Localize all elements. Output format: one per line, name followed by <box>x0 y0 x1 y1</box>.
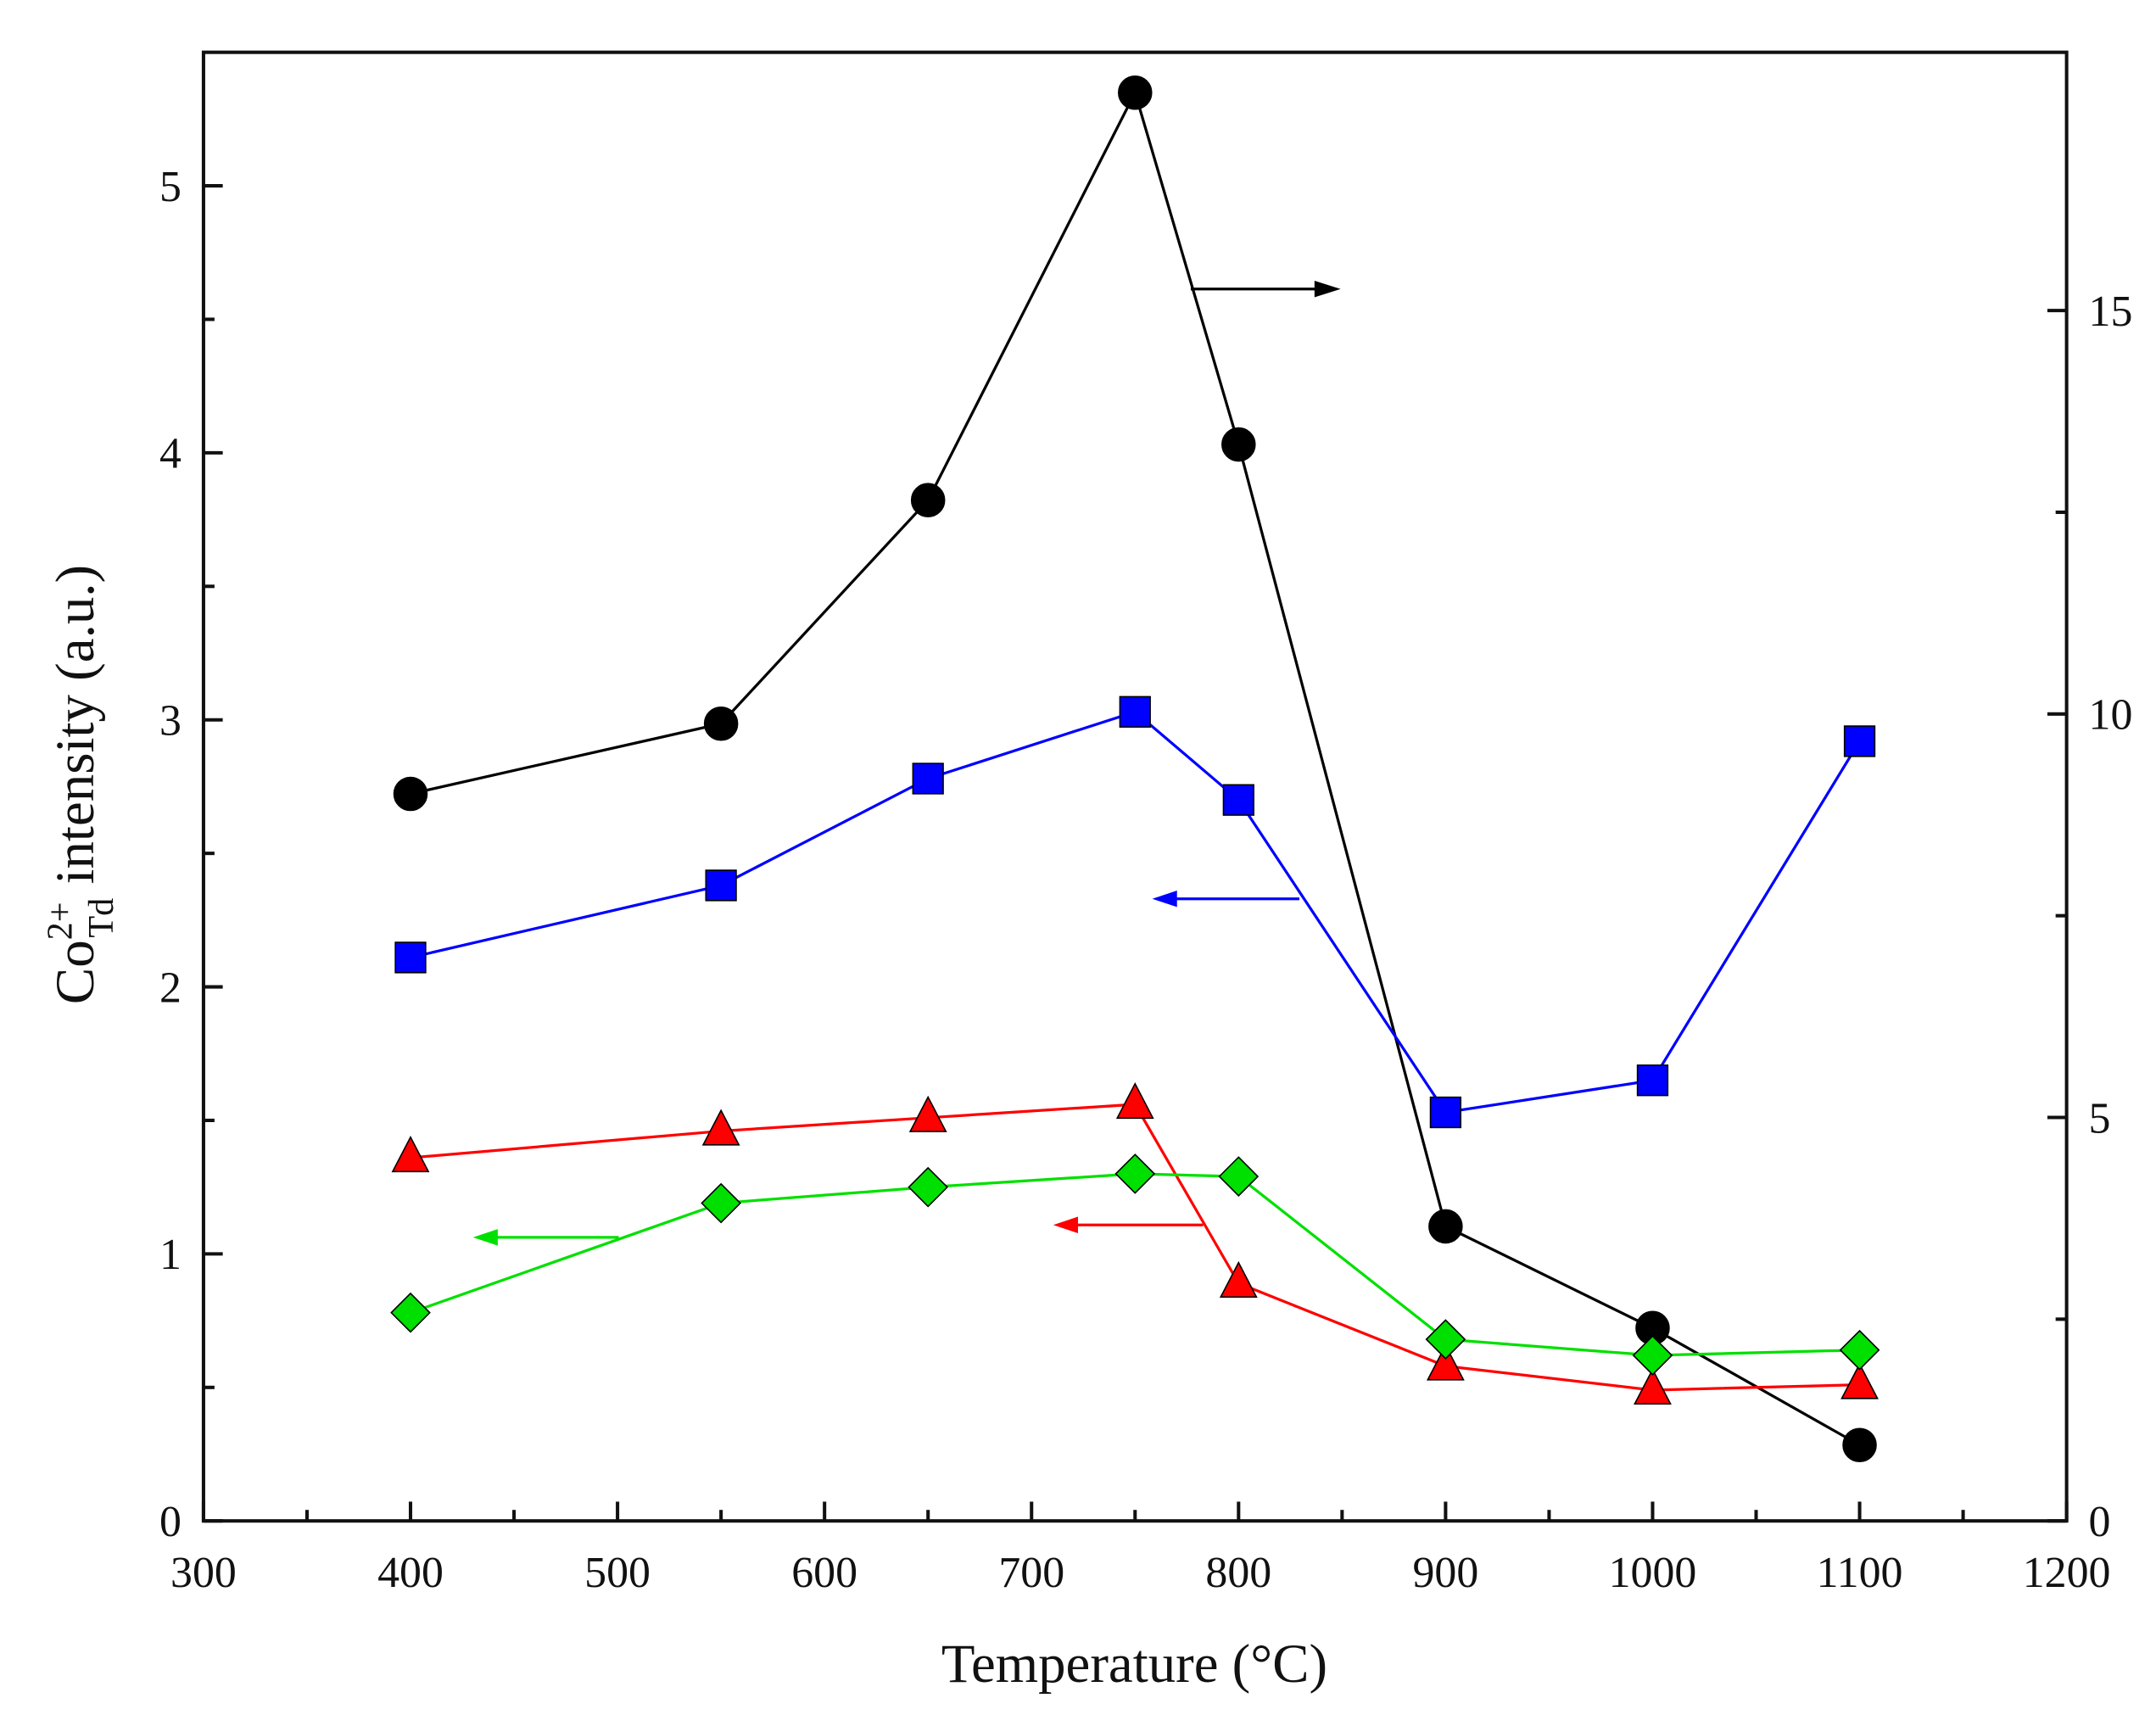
point <box>1222 784 1254 816</box>
point <box>1115 1081 1154 1120</box>
y-label-sup: 2+ <box>40 902 80 940</box>
y-label-sub: Td <box>81 898 121 938</box>
series-line <box>410 710 1861 1114</box>
point <box>1839 1329 1880 1371</box>
point <box>908 1166 949 1208</box>
point <box>908 1095 947 1132</box>
y-label-rest: intensity (a.u.) <box>45 565 106 898</box>
y-label-base: Co <box>45 940 106 1004</box>
plot-frame <box>201 50 2069 1523</box>
point <box>703 706 739 741</box>
y2-tick-label: 0 <box>2089 1498 2111 1546</box>
point <box>1636 1064 1669 1097</box>
point <box>393 776 428 812</box>
y-tick-label: 0 <box>159 1498 182 1546</box>
point <box>391 1135 430 1173</box>
point <box>394 941 427 974</box>
point <box>1221 427 1256 462</box>
x-tick-label: 1200 <box>2023 1549 2111 1597</box>
point <box>701 1182 741 1224</box>
point <box>1843 725 1876 757</box>
point <box>910 483 946 517</box>
annotation-arrows <box>472 281 1341 1246</box>
point <box>1219 1260 1258 1299</box>
x-tick-label: 900 <box>1412 1549 1478 1597</box>
series-line <box>410 1103 1860 1392</box>
point <box>1425 1319 1466 1360</box>
point <box>1426 1343 1465 1381</box>
x-tick-label: 1100 <box>1817 1549 1903 1597</box>
x-tick-label: 500 <box>584 1549 651 1597</box>
y-tick-label: 3 <box>159 697 182 746</box>
point <box>1218 1156 1260 1197</box>
series-line <box>410 88 1861 1447</box>
y2-tick-label: 10 <box>2089 691 2133 740</box>
point <box>1114 1153 1156 1194</box>
y-tick-label: 1 <box>159 1231 182 1279</box>
x-tick-label: 400 <box>377 1549 444 1597</box>
series-line <box>410 1172 1860 1357</box>
point <box>390 1292 431 1333</box>
x-tick-label: 700 <box>998 1549 1064 1597</box>
x-tick-label: 600 <box>791 1549 857 1597</box>
point <box>1632 1335 1673 1376</box>
point <box>701 1109 740 1146</box>
x-tick-label: 800 <box>1205 1549 1271 1597</box>
y-tick-label: 4 <box>159 430 182 478</box>
point <box>1634 1367 1672 1405</box>
point <box>1842 1427 1877 1463</box>
point <box>1428 1209 1463 1244</box>
point <box>1118 75 1153 110</box>
y2-tick-label: 5 <box>2089 1094 2111 1142</box>
y-tick-label: 2 <box>159 964 182 1012</box>
x-tick-label: 300 <box>170 1549 237 1597</box>
y2-tick-label: 15 <box>2089 288 2133 336</box>
point <box>705 869 737 902</box>
y-tick-label: 5 <box>159 163 182 211</box>
point <box>1840 1362 1879 1399</box>
point <box>912 762 944 795</box>
x-tick-label: 1000 <box>1609 1549 1697 1597</box>
y-axis-label: Co2+Td intensity (a.u.) <box>40 565 121 1004</box>
point <box>1119 695 1151 728</box>
point <box>1429 1096 1462 1129</box>
x-axis-label: Temperature (°C) <box>941 1634 1327 1695</box>
